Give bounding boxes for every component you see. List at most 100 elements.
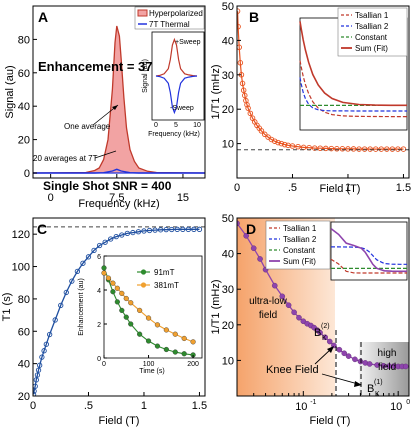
panel-a-xlabel: Frequency (kHz) [78, 198, 159, 210]
c-ytick-label: 20 [18, 391, 30, 403]
b-data-point [400, 146, 407, 152]
d-data-point [380, 362, 387, 369]
d-data-point [243, 232, 249, 239]
c-data-point [130, 229, 136, 236]
c-data-point [102, 239, 108, 245]
c-inset-ytick-label: 4 [97, 288, 101, 295]
panel-a-legend-thermal: 7T Thermal [149, 20, 190, 29]
panel-d-frame [236, 217, 410, 397]
inset-plus-sweep [155, 37, 198, 77]
d-data-point [366, 361, 373, 367]
a-ytick-label: 80 [18, 34, 30, 46]
c-inset-point-381mT [137, 307, 143, 314]
c-data-point [180, 226, 186, 232]
panel-a-letter: A [38, 9, 48, 25]
c-data-point [39, 354, 45, 360]
c-inset-point-381mT [145, 315, 152, 321]
b-ytick-label: 20 [222, 104, 234, 116]
panel-d-bk1-label: B K (1) [367, 379, 383, 398]
c-data-point [41, 348, 47, 354]
b-data-point [237, 60, 244, 66]
b-data-point [244, 101, 250, 108]
c-data-point [69, 278, 75, 284]
b-data-point [278, 140, 285, 147]
panel-d-letter: D [246, 221, 256, 237]
a-ytick-label: 0 [24, 168, 30, 180]
b-data-point [323, 145, 329, 152]
panel-a-inset-minus: -Sweep [170, 105, 194, 112]
c-inset-legend-91mt: 91mT [154, 268, 175, 277]
panel-c-inset: Enhancement (au) Time (s) 0 100 200 0 2 4 6 91… [78, 254, 203, 375]
b-data-point [356, 146, 362, 152]
c-inset-legend-381mt: 381mT [154, 281, 179, 290]
c-data-point [58, 302, 64, 309]
panel-a-legend-hyperpolarized: Hyperpolarized [149, 9, 203, 18]
b-data-point [275, 139, 281, 146]
b-data-point [245, 105, 251, 111]
panel-a-inset: +Sweep -Sweep Signal (au) Frequency (kHz… [142, 31, 205, 138]
bk2-base: B [314, 327, 321, 339]
c-fit-line [33, 228, 200, 395]
c-data-point [113, 233, 119, 240]
d-xtick-exp: -1 [310, 399, 316, 406]
c-inset-ytick-label: 0 [97, 356, 101, 363]
d-ytick-label: 30 [222, 284, 234, 296]
d-data-point [341, 350, 348, 357]
panel-b-letter: B [249, 9, 259, 25]
c-xtick-label: .5 [84, 400, 93, 412]
d-data-point [237, 220, 240, 227]
c-inset-legend-marker-91mt [140, 269, 147, 275]
c-data-point [74, 268, 81, 275]
d-inset-tsallian1 [330, 258, 407, 274]
panel-b-frame [236, 5, 410, 179]
panel-d-knee-arrowhead-2 [354, 381, 362, 387]
b-data-point [395, 146, 401, 152]
b-data-point [345, 146, 351, 152]
panel-d-knee-arrowhead-1 [327, 346, 334, 353]
b-data-point [237, 8, 241, 14]
b-data-point [334, 146, 340, 152]
panel-a-inset-ylabel: Signal (au) [142, 59, 149, 93]
d-data-point [326, 338, 333, 345]
a-ytick-label: 60 [18, 68, 30, 80]
d-data-point [357, 358, 364, 365]
b-data-point [239, 80, 246, 87]
b-data-point [271, 138, 278, 144]
panel-a-one-average: One average [64, 122, 111, 131]
b-data-point [339, 146, 346, 152]
panel-b-legend-sum: Sum (Fit) [355, 44, 388, 53]
d-data-point [317, 329, 323, 336]
c-inset-xtick-label: 100 [143, 361, 155, 368]
c-data-point [33, 377, 39, 383]
c-data-point [174, 226, 180, 232]
panel-d: D 1/T1 (mHz) Field (T) 10 -1 10 01020304050… [210, 213, 410, 427]
c-inset-point-91mT [172, 349, 178, 355]
c-data-point [191, 226, 197, 232]
c-data-point [34, 372, 41, 378]
a-xtick-label: 7.5 [109, 192, 124, 204]
panel-b: B 1/T1 (mHz) Field (T) 0 .5 1 1.5 10 20 30 40 50… [210, 1, 411, 195]
c-data-point [37, 362, 43, 368]
panel-d-high-1: high [378, 348, 397, 359]
b-data-point [237, 23, 241, 30]
panel-c-ylabel: T1 (s) [1, 293, 13, 322]
d-data-point [352, 356, 358, 363]
d-ytick-label: 50 [222, 213, 234, 225]
c-inset-point-91mT [145, 338, 152, 344]
hyperpolarized-line [33, 25, 205, 174]
c-inset-point-381mT [114, 285, 120, 291]
d-inset-tsallian2 [331, 246, 407, 265]
c-data-point [196, 226, 203, 232]
panel-d-bk2-label: B K (2) [314, 323, 330, 342]
d-data-point [322, 334, 328, 341]
c-inset-point-381mT [105, 275, 112, 281]
b-data-point [281, 141, 288, 148]
bk1-base: B [367, 383, 374, 395]
c-inset-point-91mT [163, 346, 169, 353]
panel-d-high-field-region [359, 342, 409, 396]
c-data-point [80, 260, 86, 266]
c-data-point [152, 227, 158, 233]
panel-c-xlabel: Field (T) [99, 415, 140, 427]
c-data-point [146, 227, 153, 234]
